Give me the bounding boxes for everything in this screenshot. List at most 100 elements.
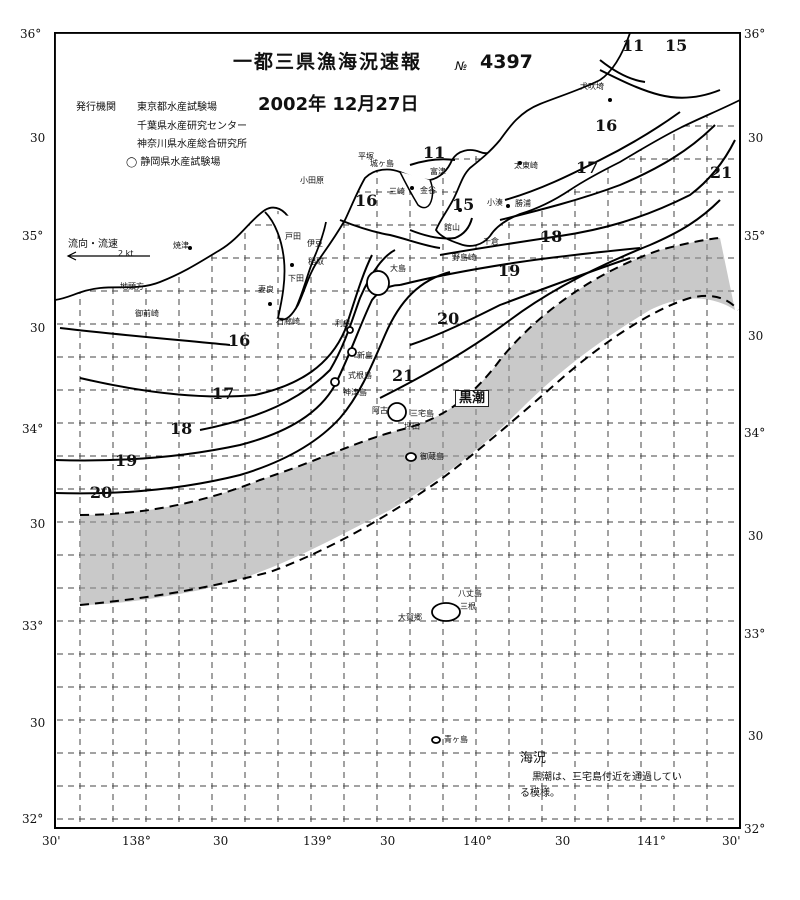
place-hachijo: 八丈島	[458, 589, 482, 598]
issue-date: 2002年 12月27日	[258, 94, 419, 115]
isotherm-label-east-21: 21	[710, 163, 733, 182]
lat-left-36: 36°	[20, 27, 42, 41]
lon-141: 141°	[637, 834, 666, 848]
lat-left-3430: 30	[30, 321, 46, 335]
place-miura: 三崎	[389, 187, 405, 196]
place-ako: 阿古	[372, 406, 388, 415]
isotherm-label-east-20: 20	[437, 309, 460, 328]
note-line-2: る模様。	[520, 788, 560, 799]
place-aogashima: 青ヶ島	[444, 735, 468, 744]
place-oga: 大賀郷	[398, 613, 422, 622]
island-oshima	[366, 270, 390, 296]
note-heading: 海況	[520, 751, 547, 766]
lon-139: 139°	[303, 834, 332, 848]
place-shimoda: 下田	[288, 274, 304, 283]
isotherm-21a	[379, 199, 721, 399]
isotherm-11b	[599, 59, 646, 83]
isotherm-label-bay-15: 15	[452, 195, 475, 214]
isotherm-17	[79, 254, 373, 398]
isotherm-label-bay-16: 16	[355, 191, 378, 210]
place-jogashima: 城ヶ島	[370, 159, 394, 168]
place-hiratsuka: 平塚	[358, 152, 374, 161]
isotherm-label-16: 16	[228, 331, 251, 350]
kuroshio-south-edge	[79, 294, 739, 606]
place-mikura: 御蔵島	[420, 452, 444, 461]
lat-left-35: 35°	[22, 229, 44, 243]
place-mitsune: 三根	[460, 602, 476, 611]
island-mikura	[405, 452, 417, 462]
isotherm-bay-16	[339, 219, 441, 249]
place-inubo: 犬吠埼	[580, 82, 604, 91]
place-shikine: 式根島	[348, 371, 372, 380]
place-toshima: 利島	[335, 319, 351, 328]
issuer-tokyo: 東京都水産試験場	[137, 102, 217, 113]
issuer-label: 発行機関	[76, 102, 116, 113]
isotherm-label-east-21b: 21	[392, 366, 415, 385]
lon-14030: 30	[555, 834, 571, 848]
place-futtsu: 富津	[430, 167, 446, 176]
place-inatori: 稲取	[308, 257, 324, 266]
isotherm-19	[54, 284, 401, 462]
isotherm-label-bay-11: 11	[423, 143, 446, 162]
isotherm-label-18: 18	[170, 419, 193, 438]
lat-left-33: 33°	[22, 619, 44, 633]
issuer-kanagawa: 神奈川県水産総合研究所	[137, 139, 247, 150]
lat-left-32: 32°	[22, 812, 44, 826]
kuroshio-label: 黒潮	[455, 390, 490, 407]
isotherm-label-east-11: 11	[622, 36, 645, 55]
place-omaezaki: 御前崎	[135, 309, 159, 318]
place-ita: 伊豆	[307, 239, 323, 248]
current-legend-arrow	[66, 251, 150, 261]
isotherm-15b	[599, 69, 721, 99]
lat-left-3330: 30	[30, 517, 46, 531]
note-line-1: 黒潮は、三宅島付近を通過してい	[532, 772, 682, 783]
current-legend-speed: 2 kt	[118, 249, 134, 258]
issuer-shizuoka: ◯ 静岡県水産試験場	[126, 158, 220, 168]
place-yaizu: 焼津	[173, 241, 189, 250]
isotherm-label-east-15: 15	[665, 36, 688, 55]
issuer-shizuoka-label: 静岡県水産試験場	[140, 157, 221, 168]
place-miyake: 三宅島	[410, 409, 434, 418]
place-kominato: 小湊	[487, 198, 503, 207]
place-tsubota: 坪田	[404, 422, 420, 431]
place-jiguchigata: 地頭方	[120, 282, 144, 291]
isotherm-label-17: 17	[212, 384, 235, 403]
isotherm-label-19: 19	[115, 451, 138, 470]
lat-right-3330: 30	[748, 529, 764, 543]
isotherm-17b	[499, 124, 716, 221]
isotherm-label-east-17: 17	[576, 158, 599, 177]
isotherm-label-20: 20	[90, 483, 113, 502]
lat-left-3530: 30	[30, 131, 46, 145]
place-kanaya: 金谷	[420, 186, 436, 195]
isotherm-label-east-16: 16	[595, 116, 618, 135]
kuroshio-band	[80, 238, 735, 605]
place-nojima: 野島崎	[452, 253, 476, 262]
lon-13930: 30	[380, 834, 396, 848]
lat-right-3430: 30	[748, 329, 764, 343]
lat-right-34: 34°	[744, 426, 766, 440]
lat-right-3230: 30	[748, 729, 764, 743]
place-niijima: 新島	[357, 351, 373, 360]
lon-13730: 30'	[42, 834, 61, 848]
lat-left-3230: 30	[30, 716, 46, 730]
island-aogashima	[431, 736, 441, 744]
land-izu	[264, 211, 327, 321]
place-katsuura: 勝浦	[515, 199, 531, 208]
place-tateyama: 館山	[444, 223, 460, 232]
lon-138: 138°	[122, 834, 151, 848]
issue-number-prefix: №	[455, 59, 468, 73]
isotherm-16b	[504, 111, 681, 201]
place-taito: 太東崎	[514, 161, 538, 170]
island-toshima	[346, 326, 354, 334]
place-odawara: 小田原	[300, 176, 324, 185]
island-hachijo	[431, 602, 461, 622]
lat-right-33: 33°	[744, 627, 766, 641]
place-irozaki: 石廊崎	[276, 317, 300, 326]
place-kozu: 神津島	[343, 388, 367, 397]
place-chikura: 千倉	[483, 237, 499, 246]
island-niijima	[347, 347, 357, 357]
current-legend-label: 流向・流速	[68, 239, 118, 250]
isotherm-label-east-18: 18	[540, 227, 563, 246]
lon-140: 140°	[463, 834, 492, 848]
